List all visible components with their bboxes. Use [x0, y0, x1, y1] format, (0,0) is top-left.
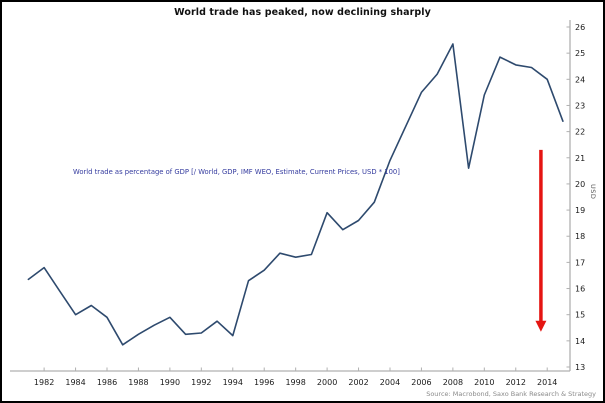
world-trade-series-line [27, 43, 564, 346]
x-tick-label: 2014 [537, 378, 557, 387]
y-axis-unit-label: USD [589, 184, 597, 200]
decline-arrow [535, 149, 547, 332]
x-tick-label: 2012 [506, 378, 526, 387]
x-tick-label: 2006 [411, 378, 431, 387]
y-tick-label: 23 [575, 101, 585, 110]
x-tick-label: 1992 [191, 378, 211, 387]
x-tick-label: 2004 [380, 378, 400, 387]
y-tick-label: 15 [575, 311, 585, 320]
x-tick-label: 1988 [128, 378, 148, 387]
y-tick-label: 16 [575, 285, 585, 294]
x-tick-label: 1994 [223, 378, 243, 387]
x-tick-label: 2008 [443, 378, 463, 387]
y-tick-label: 14 [575, 337, 585, 346]
x-tick-label: 1996 [254, 378, 274, 387]
y-axis: 13 14 15 16 17 18 19 20 21 22 23 24 25 26 [566, 20, 585, 372]
series-annotation: World trade as percentage of GDP [/ Worl… [73, 168, 400, 176]
y-tick-label: 21 [575, 154, 585, 163]
x-tick-label: 2002 [348, 378, 368, 387]
x-tick-label: 1986 [97, 378, 117, 387]
chart-title: World trade has peaked, now declining sh… [174, 7, 431, 18]
y-tick-label: 18 [575, 232, 585, 241]
x-tick-label: 1984 [65, 378, 85, 387]
y-tick-label: 19 [575, 206, 585, 215]
source-credit: Source: Macrobond, Saxo Bank Research & … [426, 390, 596, 398]
y-tick-label: 26 [575, 23, 585, 32]
x-axis: 1982 1984 1986 1988 1990 1992 1994 1996 1998 2000… [10, 367, 570, 387]
y-tick-label: 24 [575, 75, 585, 84]
x-tick-label: 2000 [317, 378, 337, 387]
x-tick-label: 1990 [160, 378, 180, 387]
y-tick-label: 13 [575, 363, 585, 372]
y-tick-label: 17 [575, 258, 585, 267]
y-tick-label: 22 [575, 128, 585, 137]
y-tick-label: 25 [575, 49, 585, 58]
x-tick-label: 1982 [34, 378, 54, 387]
y-tick-label: 20 [575, 180, 585, 189]
x-tick-label: 2010 [474, 378, 494, 387]
x-tick-label: 1998 [285, 378, 305, 387]
